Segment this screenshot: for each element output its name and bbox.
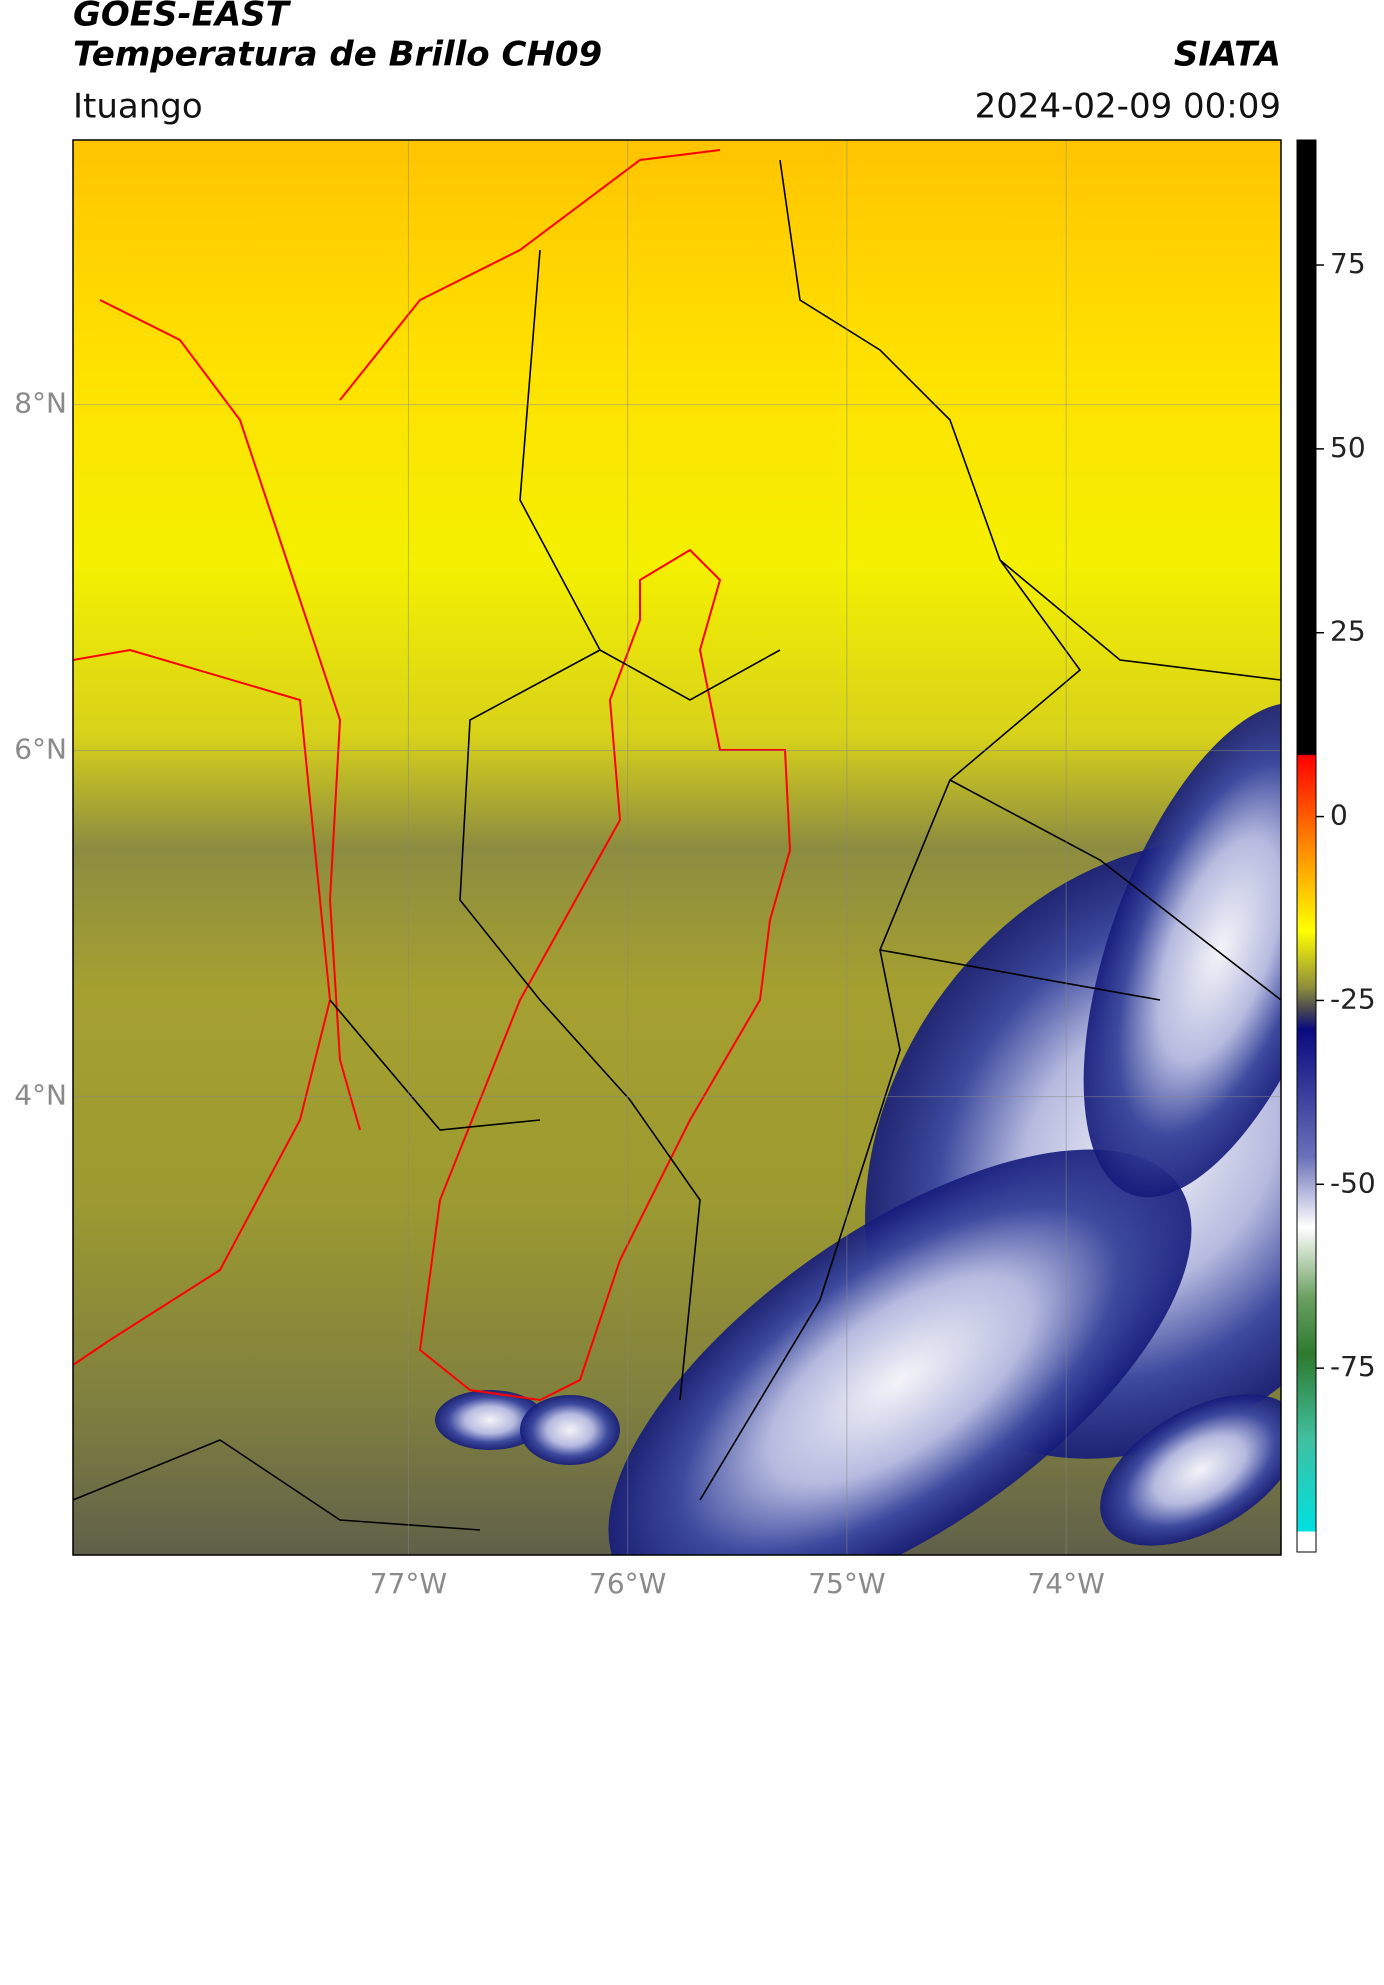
lon-label: 75°W (808, 1567, 885, 1600)
title-line-2: Temperatura de Brillo CH09 (73, 35, 602, 75)
colorbar-tick-label: -25 (1330, 982, 1376, 1015)
title-line-1: GOES-EAST (73, 0, 292, 35)
colorbar-tick-label: -75 (1330, 1350, 1376, 1383)
location: Ituango (73, 87, 203, 127)
graticule (73, 140, 1281, 1555)
lon-label: 74°W (1027, 1567, 1104, 1600)
lon-label: 76°W (589, 1567, 666, 1600)
colorbar-tick-label: 25 (1330, 615, 1366, 648)
source: SIATA (1174, 35, 1281, 75)
lat-label: 6°N (14, 733, 67, 766)
lat-label: 8°N (14, 387, 67, 420)
map-image (73, 140, 1281, 1555)
colorbar (1296, 139, 1317, 1553)
map-frame (72, 139, 1282, 1556)
colorbar-tick-label: 75 (1330, 247, 1366, 280)
colorbar-tick-label: -50 (1330, 1166, 1376, 1199)
lon-label: 77°W (370, 1567, 447, 1600)
datetime: 2024-02-09 00:09 (975, 87, 1281, 127)
colorbar-tick-label: 0 (1330, 799, 1348, 832)
colorbar-tick-label: 50 (1330, 431, 1366, 464)
lat-label: 4°N (14, 1079, 67, 1112)
